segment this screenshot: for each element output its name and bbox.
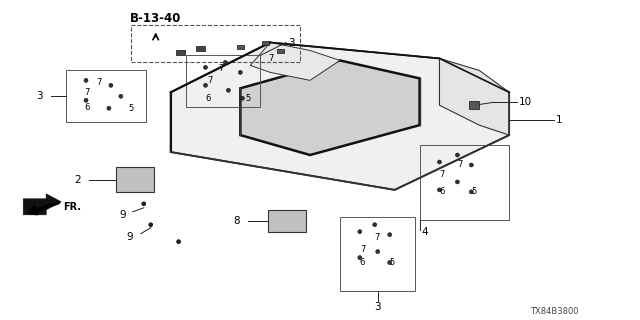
Text: 5: 5 <box>129 104 134 113</box>
Bar <box>116 167 154 192</box>
Text: 3: 3 <box>36 91 44 101</box>
Text: 9: 9 <box>126 232 133 242</box>
Text: 10: 10 <box>519 97 532 107</box>
Text: 7: 7 <box>458 160 463 170</box>
Bar <box>131 25 300 62</box>
Text: 6: 6 <box>440 188 445 196</box>
Circle shape <box>84 78 88 82</box>
Circle shape <box>456 153 460 157</box>
Text: 7: 7 <box>218 64 224 73</box>
Circle shape <box>469 190 474 194</box>
Text: 5: 5 <box>390 258 395 267</box>
Text: 7: 7 <box>96 78 101 87</box>
Circle shape <box>241 96 244 100</box>
Circle shape <box>204 65 207 69</box>
Bar <box>268 210 306 232</box>
Bar <box>276 50 284 53</box>
Text: 9: 9 <box>119 210 126 220</box>
Bar <box>196 46 205 51</box>
Polygon shape <box>171 43 509 190</box>
Text: 7: 7 <box>375 233 380 242</box>
Text: 6: 6 <box>205 94 211 103</box>
Polygon shape <box>241 60 420 155</box>
Circle shape <box>148 223 153 227</box>
Polygon shape <box>23 194 61 215</box>
Circle shape <box>177 240 180 244</box>
Text: 6: 6 <box>360 258 365 267</box>
Bar <box>469 101 479 109</box>
Circle shape <box>223 60 227 64</box>
Polygon shape <box>440 59 509 135</box>
Circle shape <box>119 94 123 98</box>
Text: 4: 4 <box>422 227 428 237</box>
Bar <box>176 50 185 55</box>
Circle shape <box>109 83 113 87</box>
Circle shape <box>358 256 362 260</box>
Circle shape <box>84 98 88 102</box>
Text: 5: 5 <box>245 94 251 103</box>
Text: TX84B3800: TX84B3800 <box>531 307 579 316</box>
Circle shape <box>238 70 243 74</box>
Circle shape <box>227 88 230 92</box>
Text: 2: 2 <box>74 175 81 185</box>
Text: 3: 3 <box>374 302 381 312</box>
Circle shape <box>358 230 362 234</box>
Text: FR.: FR. <box>63 202 81 212</box>
Polygon shape <box>250 43 340 80</box>
Circle shape <box>149 223 152 226</box>
Circle shape <box>388 260 392 265</box>
Text: 5: 5 <box>471 188 477 196</box>
Text: 7: 7 <box>360 245 365 254</box>
Circle shape <box>438 160 442 164</box>
Text: B-13-40: B-13-40 <box>130 12 181 25</box>
Circle shape <box>177 240 180 243</box>
Circle shape <box>376 250 380 253</box>
Text: 7: 7 <box>207 76 213 85</box>
Text: 7: 7 <box>440 171 445 180</box>
Text: 6: 6 <box>84 103 90 112</box>
Text: 3: 3 <box>288 37 295 47</box>
Text: 1: 1 <box>556 115 563 125</box>
Bar <box>420 145 509 220</box>
Bar <box>66 70 146 122</box>
Circle shape <box>142 202 146 206</box>
Circle shape <box>142 202 145 205</box>
Text: 8: 8 <box>234 216 241 226</box>
Circle shape <box>204 83 207 87</box>
Circle shape <box>372 223 377 227</box>
Bar <box>262 41 269 44</box>
Circle shape <box>469 163 474 167</box>
Text: 7: 7 <box>84 88 90 97</box>
Bar <box>186 55 260 107</box>
Circle shape <box>107 106 111 110</box>
Circle shape <box>456 180 460 184</box>
Circle shape <box>438 188 442 192</box>
Text: 7: 7 <box>268 54 274 63</box>
Circle shape <box>388 233 392 237</box>
Bar <box>237 45 244 50</box>
Bar <box>340 217 415 292</box>
